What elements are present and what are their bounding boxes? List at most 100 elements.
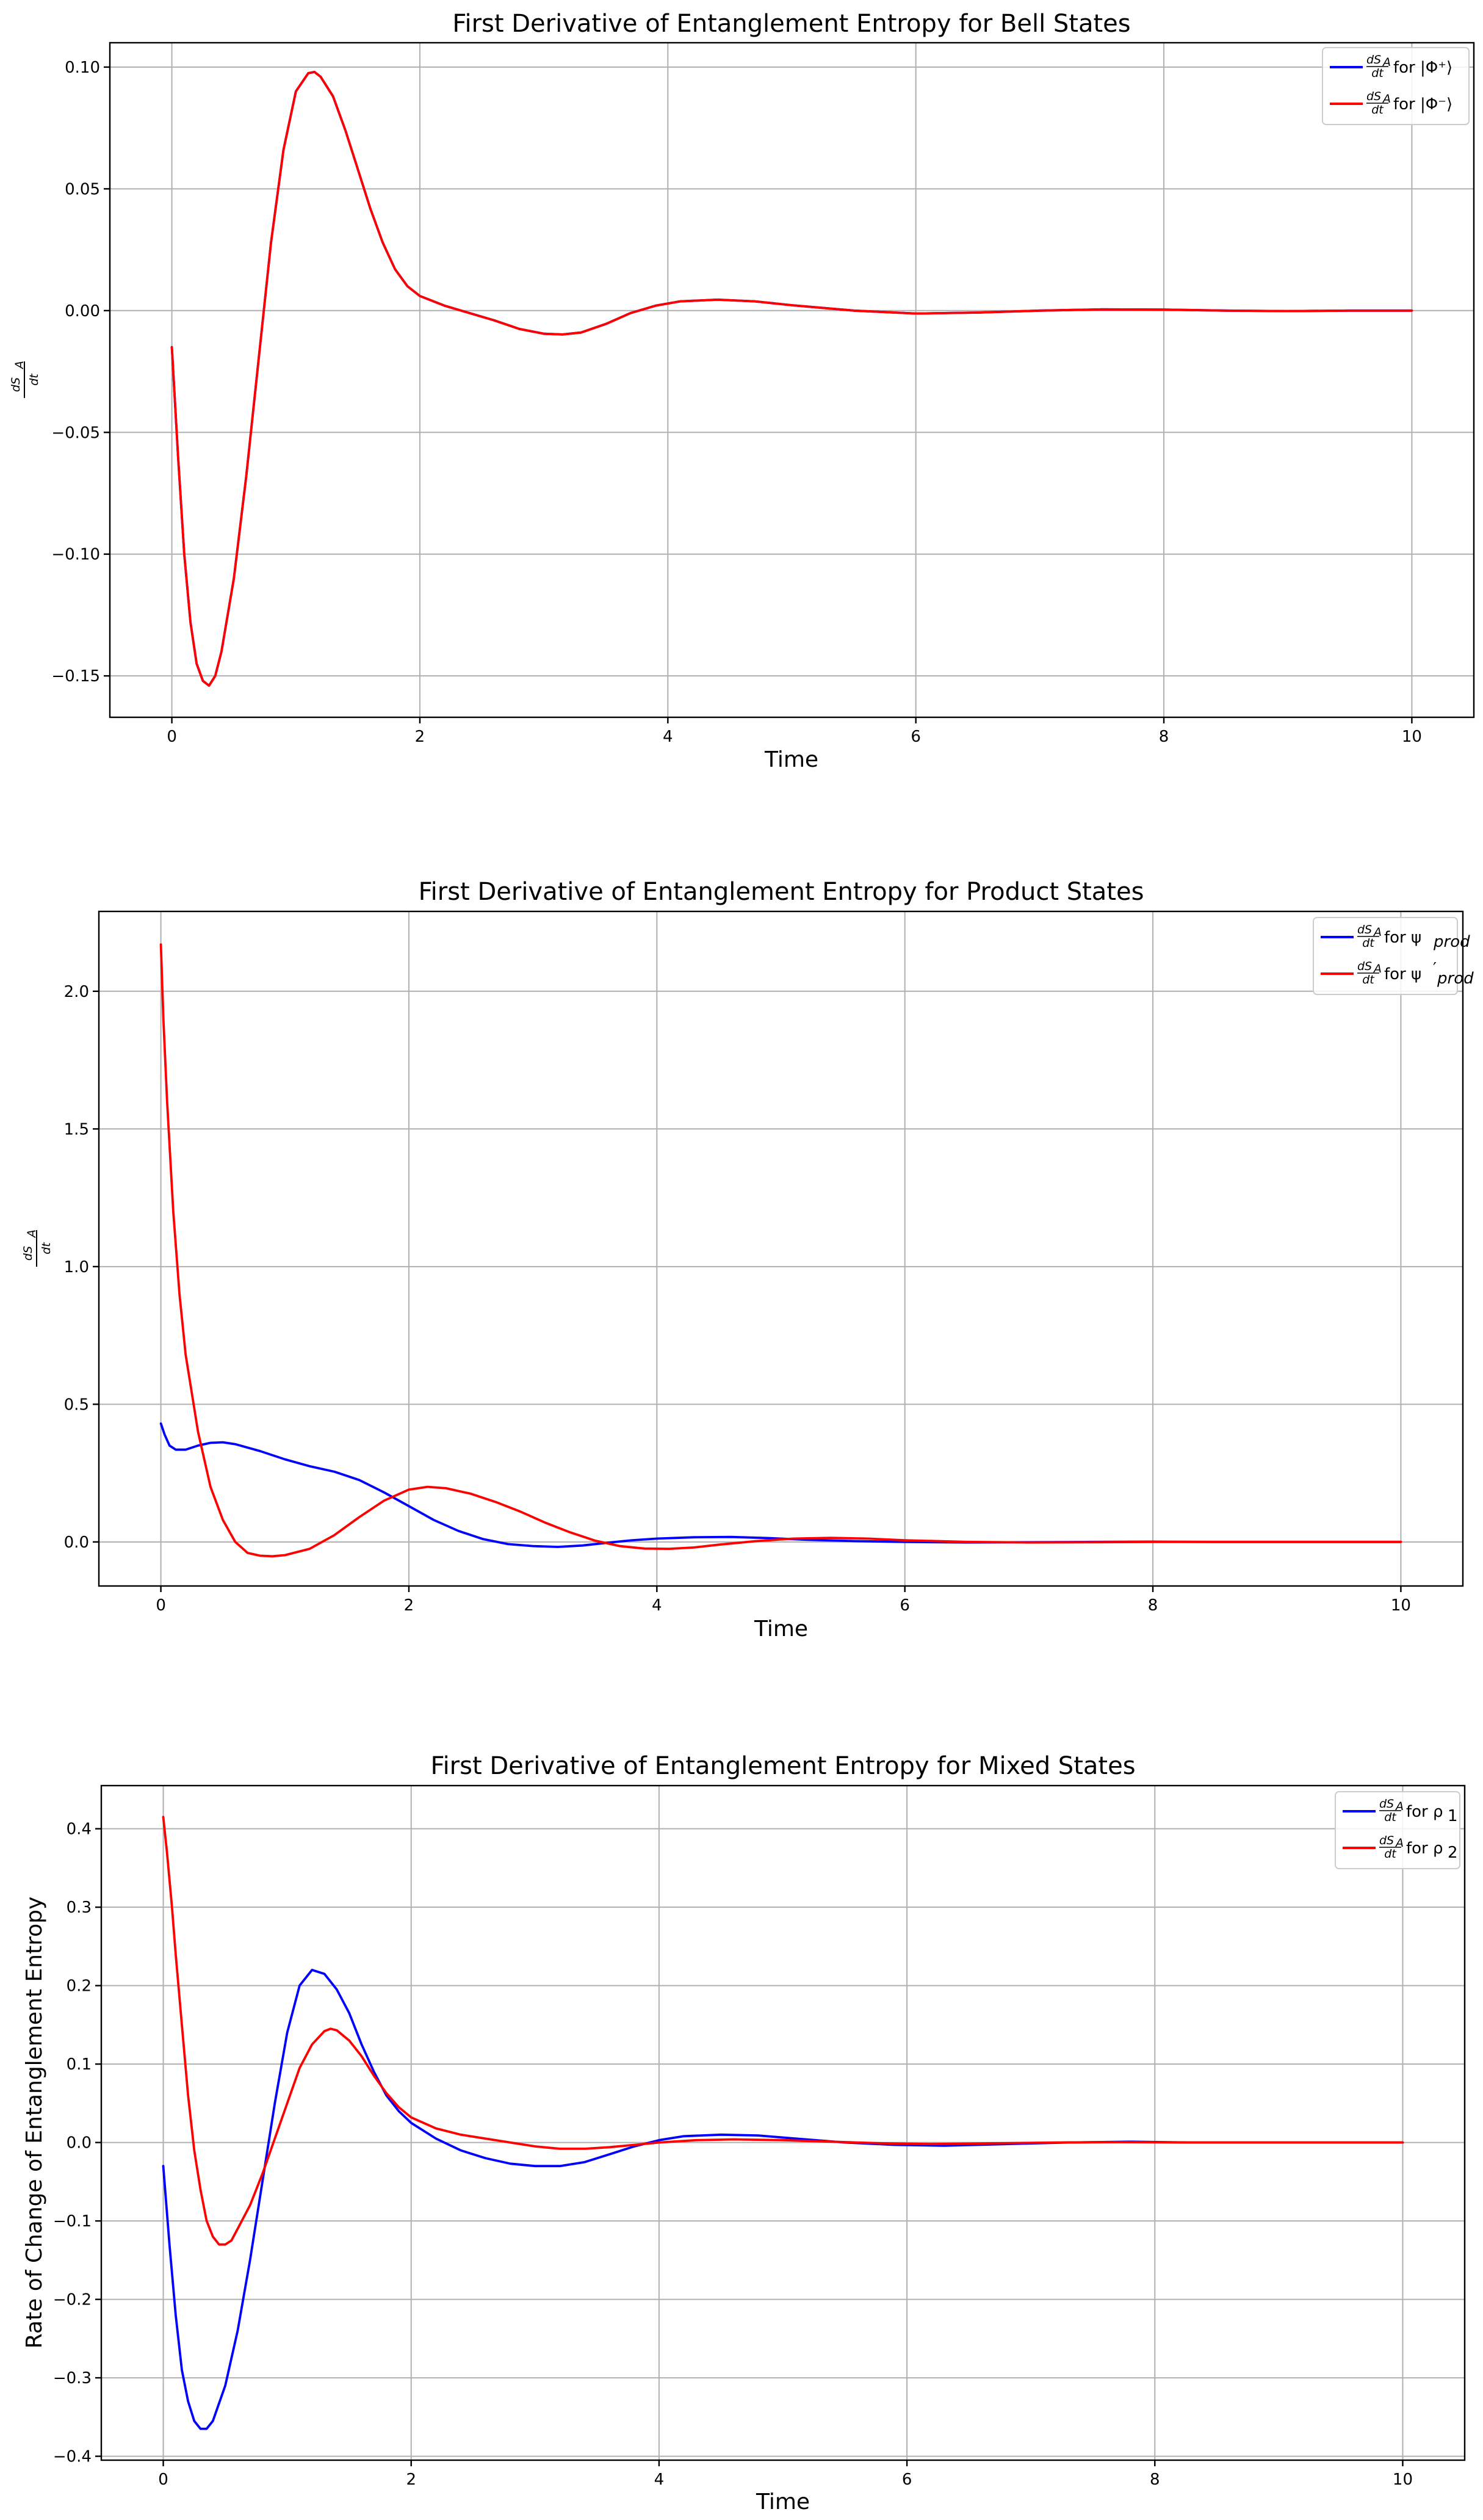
x-tick-label: 2 — [404, 1596, 414, 1615]
legend-frac-denominator: dt — [1371, 103, 1384, 117]
legend-subscript-2: 2 — [1448, 1844, 1458, 1862]
y-tick-label: 2.0 — [64, 983, 89, 1001]
legend-frac-subscript: A — [1373, 925, 1382, 939]
y-tick-label: 0.5 — [64, 1396, 89, 1414]
y-tick-label: 0.2 — [67, 1977, 92, 1996]
legend-frac-numerator: dS — [1379, 1797, 1394, 1811]
y-tick-label: 0.00 — [65, 302, 100, 320]
x-tick-label: 10 — [1391, 1596, 1411, 1615]
plot-area: 0 2 4 6 8 10 −0.15 −0.10 −0.05 0.00 0.05 0.10 — [51, 42, 1475, 746]
legend-label-phi-plus: for |Φ⁺⟩ — [1393, 59, 1452, 77]
legend-frac-subscript: A — [1395, 1800, 1404, 1813]
bell-states-chart: First Derivative of Entanglement Entropy… — [9, 10, 1475, 772]
y-label-numerator: dS — [21, 1246, 35, 1261]
series-line-2 — [162, 1816, 1404, 2246]
plot-area: 0 2 4 6 8 10 0.0 0.5 1.0 1.5 2.0 — [64, 910, 1464, 1615]
legend-frac-subscript: A — [1373, 962, 1382, 976]
product-states-chart: First Derivative of Entanglement Entropy… — [21, 878, 1474, 1642]
legend-subscript-1: 1 — [1448, 1807, 1458, 1825]
legend-frac-numerator: dS — [1357, 923, 1372, 936]
axes-frame — [100, 1784, 1466, 2461]
x-tick-label: 2 — [415, 728, 425, 746]
legend-label-phi-minus: for |Φ⁻⟩ — [1393, 95, 1452, 114]
y-label-numerator: dS — [9, 377, 23, 392]
chart-title: First Derivative of Entanglement Entropy… — [419, 878, 1144, 906]
y-tick-label: 0.4 — [67, 1820, 92, 1839]
x-tick-label: 8 — [1148, 1596, 1158, 1615]
legend-frac-numerator: dS — [1366, 90, 1381, 103]
legend-entry-phi-minus: dS A dt for |Φ⁻⟩ — [1330, 90, 1452, 117]
legend-prime-mark: ′ — [1433, 960, 1437, 978]
x-tick-label: 4 — [654, 2471, 665, 2489]
legend-frac-denominator: dt — [1384, 1847, 1397, 1861]
y-tick-label: 0.0 — [67, 2134, 92, 2152]
y-label-subscript: A — [25, 1229, 38, 1239]
legend-entry-psi-prod-prime: dS A dt for ψ ′ prod — [1321, 960, 1474, 988]
legend-frac-numerator: dS — [1379, 1834, 1394, 1847]
legend-entry-phi-plus: dS A dt for |Φ⁺⟩ — [1330, 53, 1452, 80]
x-axis-label: Time — [756, 2489, 810, 2515]
legend-label-psi-prod-prime: for ψ — [1384, 965, 1421, 983]
legend-frac-denominator: dt — [1371, 67, 1384, 80]
y-axis-label: dS A dt — [9, 361, 41, 398]
y-tick-label: 0.10 — [65, 59, 100, 77]
legend: dS A dt for ψ prod dS A dt for ψ ′ prod — [1313, 917, 1474, 995]
x-tick-label: 6 — [900, 1596, 910, 1615]
x-tick-label: 6 — [911, 728, 921, 746]
x-tick-label: 0 — [156, 1596, 166, 1615]
x-tick-label: 6 — [902, 2471, 912, 2489]
chart-title: First Derivative of Entanglement Entropy… — [430, 1752, 1135, 1780]
legend-entry-rho-2: dS A dt for ρ 2 — [1343, 1834, 1458, 1862]
legend-entry-rho-1: dS A dt for ρ 1 — [1343, 1797, 1458, 1825]
y-label-denominator: dt — [27, 373, 41, 386]
series-line-2 — [159, 943, 1402, 1558]
x-axis-label: Time — [764, 747, 818, 772]
y-label-denominator: dt — [40, 1242, 53, 1255]
legend-frac-denominator: dt — [1384, 1811, 1397, 1824]
y-tick-label: −0.2 — [53, 2291, 92, 2309]
x-axis-label: Time — [754, 1617, 808, 1642]
y-axis-label: Rate of Change of Entanglement Entropy — [22, 1897, 47, 2349]
legend-frac-subscript: A — [1382, 92, 1391, 106]
legend-frac-numerator: dS — [1357, 960, 1372, 973]
axes-frame — [109, 42, 1475, 719]
mixed-states-chart: First Derivative of Entanglement Entropy… — [22, 1752, 1466, 2515]
legend-label-rho-2: for ρ — [1406, 1839, 1443, 1858]
x-tick-label: 4 — [652, 1596, 662, 1615]
y-tick-label: −0.4 — [53, 2448, 92, 2466]
y-tick-label: 0.3 — [67, 1899, 92, 1917]
y-tick-label: −0.05 — [51, 424, 100, 442]
y-tick-label: −0.10 — [51, 546, 100, 564]
x-tick-label: 2 — [406, 2471, 416, 2489]
legend: dS A dt for ρ 1 dS A dt for ρ 2 — [1335, 1791, 1460, 1869]
legend-frac-numerator: dS — [1366, 53, 1381, 67]
legend-label-psi-prod: for ψ — [1384, 929, 1421, 947]
y-tick-label: 0.1 — [67, 2055, 92, 2074]
legend-frac-denominator: dt — [1362, 973, 1375, 987]
series-line-2 — [170, 71, 1413, 687]
x-tick-label: 10 — [1402, 728, 1422, 746]
x-tick-label: 4 — [663, 728, 673, 746]
x-tick-label: 10 — [1393, 2471, 1413, 2489]
y-tick-label: −0.3 — [53, 2369, 92, 2388]
x-tick-label: 8 — [1150, 2471, 1160, 2489]
legend-subscript-prod: prod — [1433, 933, 1470, 951]
y-axis-label: dS A dt — [21, 1229, 53, 1267]
y-tick-label: 0.0 — [64, 1533, 89, 1552]
y-tick-label: 1.0 — [64, 1258, 89, 1276]
x-tick-label: 8 — [1159, 728, 1169, 746]
y-tick-label: 0.05 — [65, 180, 100, 198]
y-tick-label: −0.15 — [51, 667, 100, 686]
y-tick-label: 1.5 — [64, 1120, 89, 1139]
legend-label-rho-1: for ρ — [1406, 1803, 1443, 1821]
plot-area: 0 2 4 6 8 10 −0.4 −0.3 −0.2 −0.1 0.0 0.1 0.2 0.3 0.4 — [53, 1784, 1466, 2489]
x-tick-label: 0 — [167, 728, 177, 746]
legend: dS A dt for |Φ⁺⟩ dS A dt for |Φ⁻⟩ — [1322, 47, 1470, 125]
legend-entry-psi-prod: dS A dt for ψ prod — [1321, 923, 1470, 951]
chart-title: First Derivative of Entanglement Entropy… — [452, 10, 1130, 38]
legend-frac-subscript: A — [1382, 56, 1391, 69]
y-label-subscript: A — [13, 361, 26, 370]
legend-subscript-prod: prod — [1437, 969, 1474, 988]
legend-frac-denominator: dt — [1362, 936, 1375, 950]
